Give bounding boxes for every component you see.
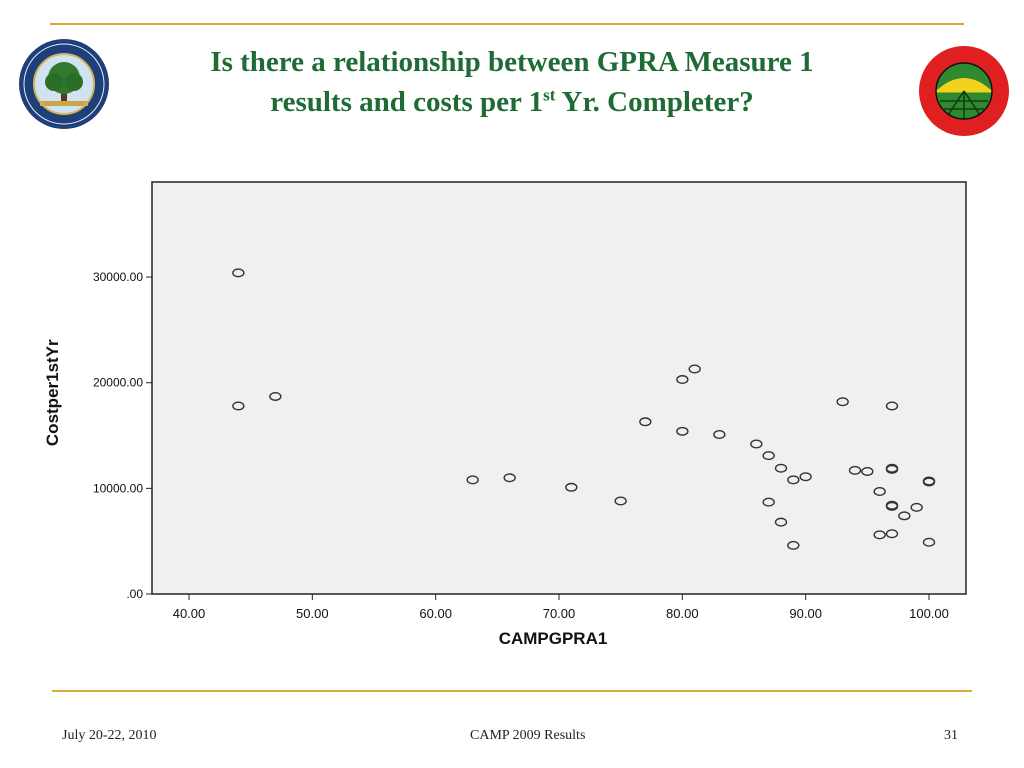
data-point — [885, 501, 899, 511]
data-point — [676, 426, 689, 436]
title-line-2-end: Yr. Completer? — [555, 86, 754, 118]
data-point — [503, 473, 516, 483]
footer-date: July 20-22, 2010 — [62, 728, 157, 743]
x-tick-label: 40.00 — [173, 606, 206, 621]
department-of-education-seal-icon — [19, 39, 109, 129]
x-tick-label: 60.00 — [419, 606, 452, 621]
data-point — [836, 397, 849, 407]
data-point — [676, 375, 689, 385]
x-tick-label: 50.00 — [296, 606, 329, 621]
data-point — [688, 364, 701, 374]
y-tick-label: .00 — [126, 587, 143, 601]
data-point — [873, 487, 886, 497]
top-divider — [50, 23, 964, 25]
data-point — [232, 401, 245, 411]
data-point — [713, 429, 726, 439]
data-point — [861, 466, 874, 476]
y-axis-label: Costper1stYr — [43, 339, 62, 446]
x-axis-label: CAMPGPRA1 — [499, 629, 608, 648]
data-point — [774, 463, 788, 473]
title-superscript: st — [543, 85, 556, 105]
x-tick-label: 70.00 — [543, 606, 576, 621]
data-point — [922, 537, 936, 547]
y-tick-label: 30000.00 — [93, 270, 143, 284]
data-point — [269, 391, 282, 401]
data-point — [614, 496, 627, 506]
data-point — [762, 497, 775, 507]
x-tick-label: 90.00 — [789, 606, 822, 621]
data-point — [565, 482, 578, 492]
data-point — [885, 464, 899, 474]
data-point — [787, 540, 800, 550]
title-line-2-start: results and costs per 1 — [270, 86, 544, 118]
data-point — [750, 439, 763, 449]
data-point — [922, 477, 936, 487]
title-line-1: Is there a relationship between GPRA Mea… — [210, 46, 814, 78]
x-tick-label: 100.00 — [909, 606, 949, 621]
data-point — [885, 529, 899, 539]
data-point — [466, 475, 479, 485]
data-point — [848, 465, 862, 475]
data-point — [639, 417, 652, 427]
data-point — [774, 517, 788, 527]
x-tick-label: 80.00 — [666, 606, 699, 621]
data-point — [762, 451, 775, 461]
data-point — [787, 475, 800, 485]
slide-title: Is there a relationship between GPRA Mea… — [140, 42, 884, 122]
data-point — [910, 502, 923, 512]
data-point — [873, 530, 886, 540]
y-tick-label: 10000.00 — [93, 481, 143, 495]
y-tick-label: 20000.00 — [93, 376, 143, 390]
data-point — [885, 401, 899, 411]
page-number: 31 — [944, 728, 958, 743]
bottom-divider — [52, 690, 972, 692]
data-point — [898, 511, 911, 521]
footer-title: CAMP 2009 Results — [470, 728, 586, 743]
plot-area — [151, 181, 967, 595]
scatter-chart: 40.00 50.00 60.00 70.00 80.00 90.00 100.00 .00 1… — [43, 181, 967, 648]
data-point — [232, 268, 245, 278]
migrant-education-logo-icon — [919, 46, 1009, 136]
data-point — [799, 472, 812, 482]
